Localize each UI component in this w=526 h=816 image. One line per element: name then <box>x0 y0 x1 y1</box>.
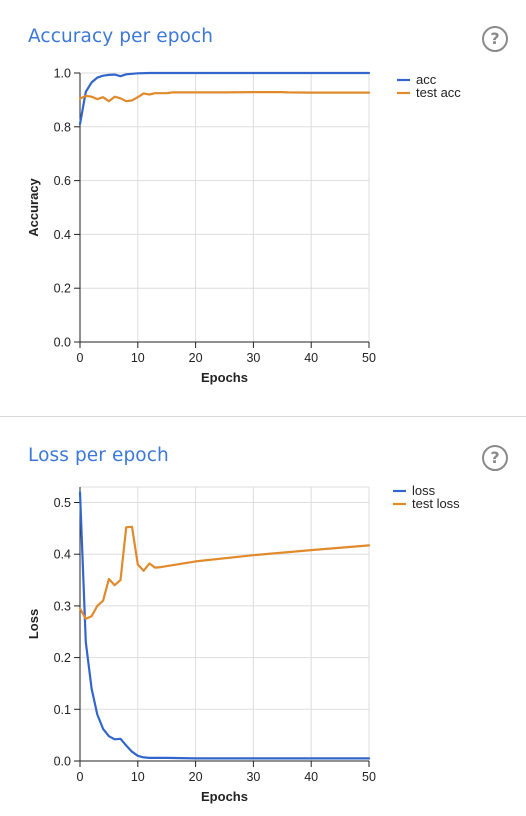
loss-series-line-loss <box>78 491 371 760</box>
acc-y-tick-label: 0.6 <box>54 174 71 188</box>
acc-series-line-test-acc <box>78 90 371 103</box>
loss-y-tick-label: 0.5 <box>54 496 71 510</box>
acc-series-line-acc <box>78 71 371 126</box>
loss-legend-label: loss <box>412 483 436 498</box>
loss-y-tick-label: 0.4 <box>54 548 71 562</box>
acc-y-tick-label: 0.8 <box>54 120 71 134</box>
question-circle-icon[interactable]: ? <box>482 26 508 52</box>
accuracy-panel-title: Accuracy per epoch <box>28 26 214 47</box>
loss-y-tick-label: 0.2 <box>54 651 71 665</box>
loss-legend-label: test loss <box>412 496 460 511</box>
acc-x-axis-title: Epochs <box>201 370 248 385</box>
loss-chart: 0.0 0.1 0.2 0.3 0.4 0.5 0 10 20 30 40 50 Epochs Loss l… <box>26 483 460 804</box>
loss-y-tick-label: 0.3 <box>54 599 71 613</box>
loss-x-tick-label: 40 <box>304 770 318 784</box>
acc-y-axis-title: Accuracy <box>26 177 41 236</box>
accuracy-chart: 0.0 0.2 0.4 0.6 0.8 1.0 0 10 20 30 40 50 Epochs Accur… <box>26 67 461 386</box>
acc-y-tick-label: 0.0 <box>54 336 71 350</box>
loss-panel: Loss per epoch ? 0.0 0.1 0.2 0.3 0.4 0.5 0 10 20… <box>0 417 526 816</box>
acc-x-tick-label: 10 <box>131 351 145 365</box>
acc-y-tick-label: 1.0 <box>54 67 71 81</box>
acc-x-tick-label: 0 <box>77 351 84 365</box>
acc-x-tick-label: 20 <box>189 351 203 365</box>
acc-legend-label: test acc <box>416 85 461 100</box>
acc-legend-label: acc <box>416 72 437 87</box>
accuracy-panel: Accuracy per epoch ? 0.0 0.2 0.4 0.6 0.8 1.0 0… <box>0 26 526 417</box>
loss-y-tick-label: 0.0 <box>54 755 71 769</box>
question-circle-icon[interactable]: ? <box>482 445 508 471</box>
acc-y-tick-label: 0.2 <box>54 282 71 296</box>
loss-series-line-test-loss <box>78 525 371 620</box>
loss-y-tick-label: 0.1 <box>54 703 71 717</box>
loss-x-axis-title: Epochs <box>201 789 248 804</box>
acc-x-tick-label: 50 <box>362 351 376 365</box>
acc-x-tick-label: 30 <box>246 351 260 365</box>
acc-y-tick-label: 0.4 <box>54 228 71 242</box>
loss-x-tick-label: 50 <box>362 770 376 784</box>
loss-x-tick-label: 0 <box>77 770 84 784</box>
loss-x-tick-label: 10 <box>131 770 145 784</box>
loss-panel-title: Loss per epoch <box>28 445 169 466</box>
loss-x-tick-label: 30 <box>246 770 260 784</box>
loss-y-axis-title: Loss <box>26 609 41 639</box>
acc-x-tick-label: 40 <box>304 351 318 365</box>
loss-x-tick-label: 20 <box>189 770 203 784</box>
